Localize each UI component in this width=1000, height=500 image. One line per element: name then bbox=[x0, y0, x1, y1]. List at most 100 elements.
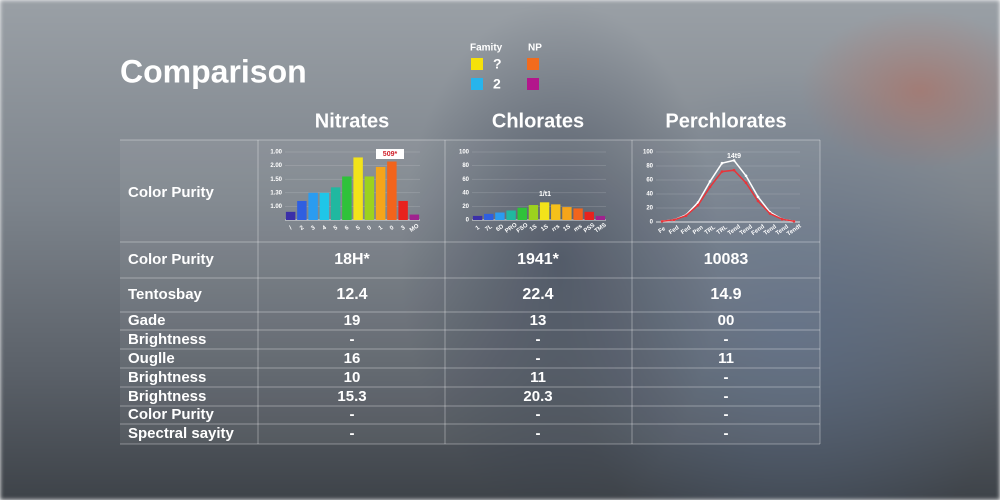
line-point bbox=[792, 220, 796, 223]
bar bbox=[551, 204, 561, 220]
x-tick-label: rrs bbox=[551, 223, 562, 233]
bar bbox=[595, 215, 606, 220]
legend-swatch bbox=[471, 58, 483, 70]
x-tick-label: Fed bbox=[680, 225, 692, 236]
bar bbox=[472, 215, 483, 220]
cell-value: - bbox=[536, 425, 541, 442]
x-tick-label: 0 bbox=[389, 225, 396, 232]
y-tick-label: 40 bbox=[462, 190, 469, 196]
y-tick-label: 20 bbox=[462, 204, 469, 210]
cell-value: 19 bbox=[344, 312, 361, 329]
y-tick-label: 40 bbox=[646, 192, 653, 198]
row-label: Brightness bbox=[128, 369, 206, 386]
line-point bbox=[696, 203, 700, 207]
cell-value: - bbox=[724, 369, 729, 386]
x-tick-label: 1 bbox=[378, 225, 385, 232]
line-point bbox=[756, 195, 760, 199]
bar bbox=[375, 166, 386, 220]
line-point bbox=[720, 170, 724, 173]
row-label: Color Purity bbox=[128, 184, 214, 201]
cell-value: - bbox=[724, 331, 729, 348]
x-tick-label: Fe bbox=[658, 226, 668, 235]
bar bbox=[319, 192, 330, 220]
line-point bbox=[768, 212, 772, 215]
cell-value: 15.3 bbox=[337, 388, 366, 405]
y-tick-label: 1.50 bbox=[270, 177, 282, 183]
legend-header: Famity bbox=[470, 43, 503, 54]
cell-value: 12.4 bbox=[336, 286, 367, 303]
bar bbox=[495, 212, 505, 220]
y-tick-label: 1.00 bbox=[270, 150, 282, 156]
bar bbox=[308, 192, 318, 220]
cell-value: - bbox=[536, 406, 541, 423]
bar bbox=[562, 207, 572, 220]
bar bbox=[584, 211, 594, 220]
y-tick-label: 60 bbox=[462, 177, 469, 183]
legend-label: 2 bbox=[493, 76, 501, 92]
y-tick-label: 20 bbox=[646, 206, 653, 212]
column-header: Nitrates bbox=[315, 110, 389, 132]
cell-value: - bbox=[724, 388, 729, 405]
line-point bbox=[780, 217, 784, 221]
cell-value: 11 bbox=[718, 350, 734, 367]
table-panel bbox=[120, 140, 820, 444]
y-tick-label: 0 bbox=[650, 220, 654, 226]
y-tick-label: 100 bbox=[643, 150, 654, 156]
x-tick-label: Pen bbox=[692, 225, 705, 236]
x-tick-label: Fed bbox=[668, 225, 680, 236]
bar bbox=[353, 157, 363, 220]
y-tick-label: 0 bbox=[466, 218, 470, 224]
cell-value: 00 bbox=[718, 312, 735, 329]
cell-value: - bbox=[350, 331, 355, 348]
annotation: 14t9 bbox=[727, 153, 741, 160]
line-point bbox=[684, 214, 688, 217]
x-tick-label: 7L bbox=[484, 224, 493, 233]
bar bbox=[539, 202, 550, 220]
bar bbox=[528, 205, 539, 220]
title: Comparison bbox=[120, 53, 307, 89]
legend-header: NP bbox=[528, 43, 542, 54]
x-tick-label: TRL bbox=[704, 224, 717, 236]
cell-value: 10 bbox=[344, 369, 361, 386]
x-tick-label: PSS bbox=[583, 223, 596, 235]
cell-value: - bbox=[536, 331, 541, 348]
column-header: Chlorates bbox=[492, 110, 584, 132]
line-point bbox=[672, 218, 676, 222]
cell-value: - bbox=[536, 350, 541, 367]
cell-value: 20.3 bbox=[523, 388, 552, 405]
bar bbox=[398, 200, 408, 220]
annotation: 1/t1 bbox=[539, 191, 551, 198]
row-label: Gade bbox=[128, 312, 166, 329]
bar bbox=[364, 176, 375, 220]
bar bbox=[297, 200, 307, 220]
x-tick-label: 6D bbox=[495, 223, 505, 233]
bar bbox=[517, 207, 527, 220]
line-point bbox=[660, 220, 664, 223]
cell-value: 18H* bbox=[334, 251, 370, 268]
x-tick-label: 0 bbox=[367, 225, 374, 232]
row-label: Brightness bbox=[128, 331, 206, 348]
cell-value: 22.4 bbox=[522, 286, 553, 303]
row-label: Ouglle bbox=[128, 350, 175, 367]
legend-swatch bbox=[527, 58, 539, 70]
x-tick-label: 3 bbox=[400, 225, 407, 232]
legend-swatch bbox=[527, 78, 539, 90]
x-tick-label: 4 bbox=[322, 225, 329, 232]
cell-value: 11 bbox=[530, 369, 546, 386]
cell-value: - bbox=[350, 425, 355, 442]
x-tick-label: 5 bbox=[333, 225, 340, 232]
line-point bbox=[720, 161, 724, 165]
row-label: Tentosbay bbox=[128, 286, 203, 303]
cell-value: 10083 bbox=[704, 251, 749, 268]
legend-swatch bbox=[471, 78, 483, 90]
x-tick-label: / bbox=[289, 225, 294, 231]
line-point bbox=[708, 180, 712, 183]
row-label: Color Purity bbox=[128, 251, 214, 268]
y-tick-label: 80 bbox=[646, 164, 653, 170]
bar bbox=[506, 210, 516, 220]
line-point bbox=[756, 199, 760, 203]
cell-value: 13 bbox=[530, 312, 547, 329]
line-point bbox=[744, 181, 748, 185]
legend-label: ? bbox=[493, 56, 502, 72]
